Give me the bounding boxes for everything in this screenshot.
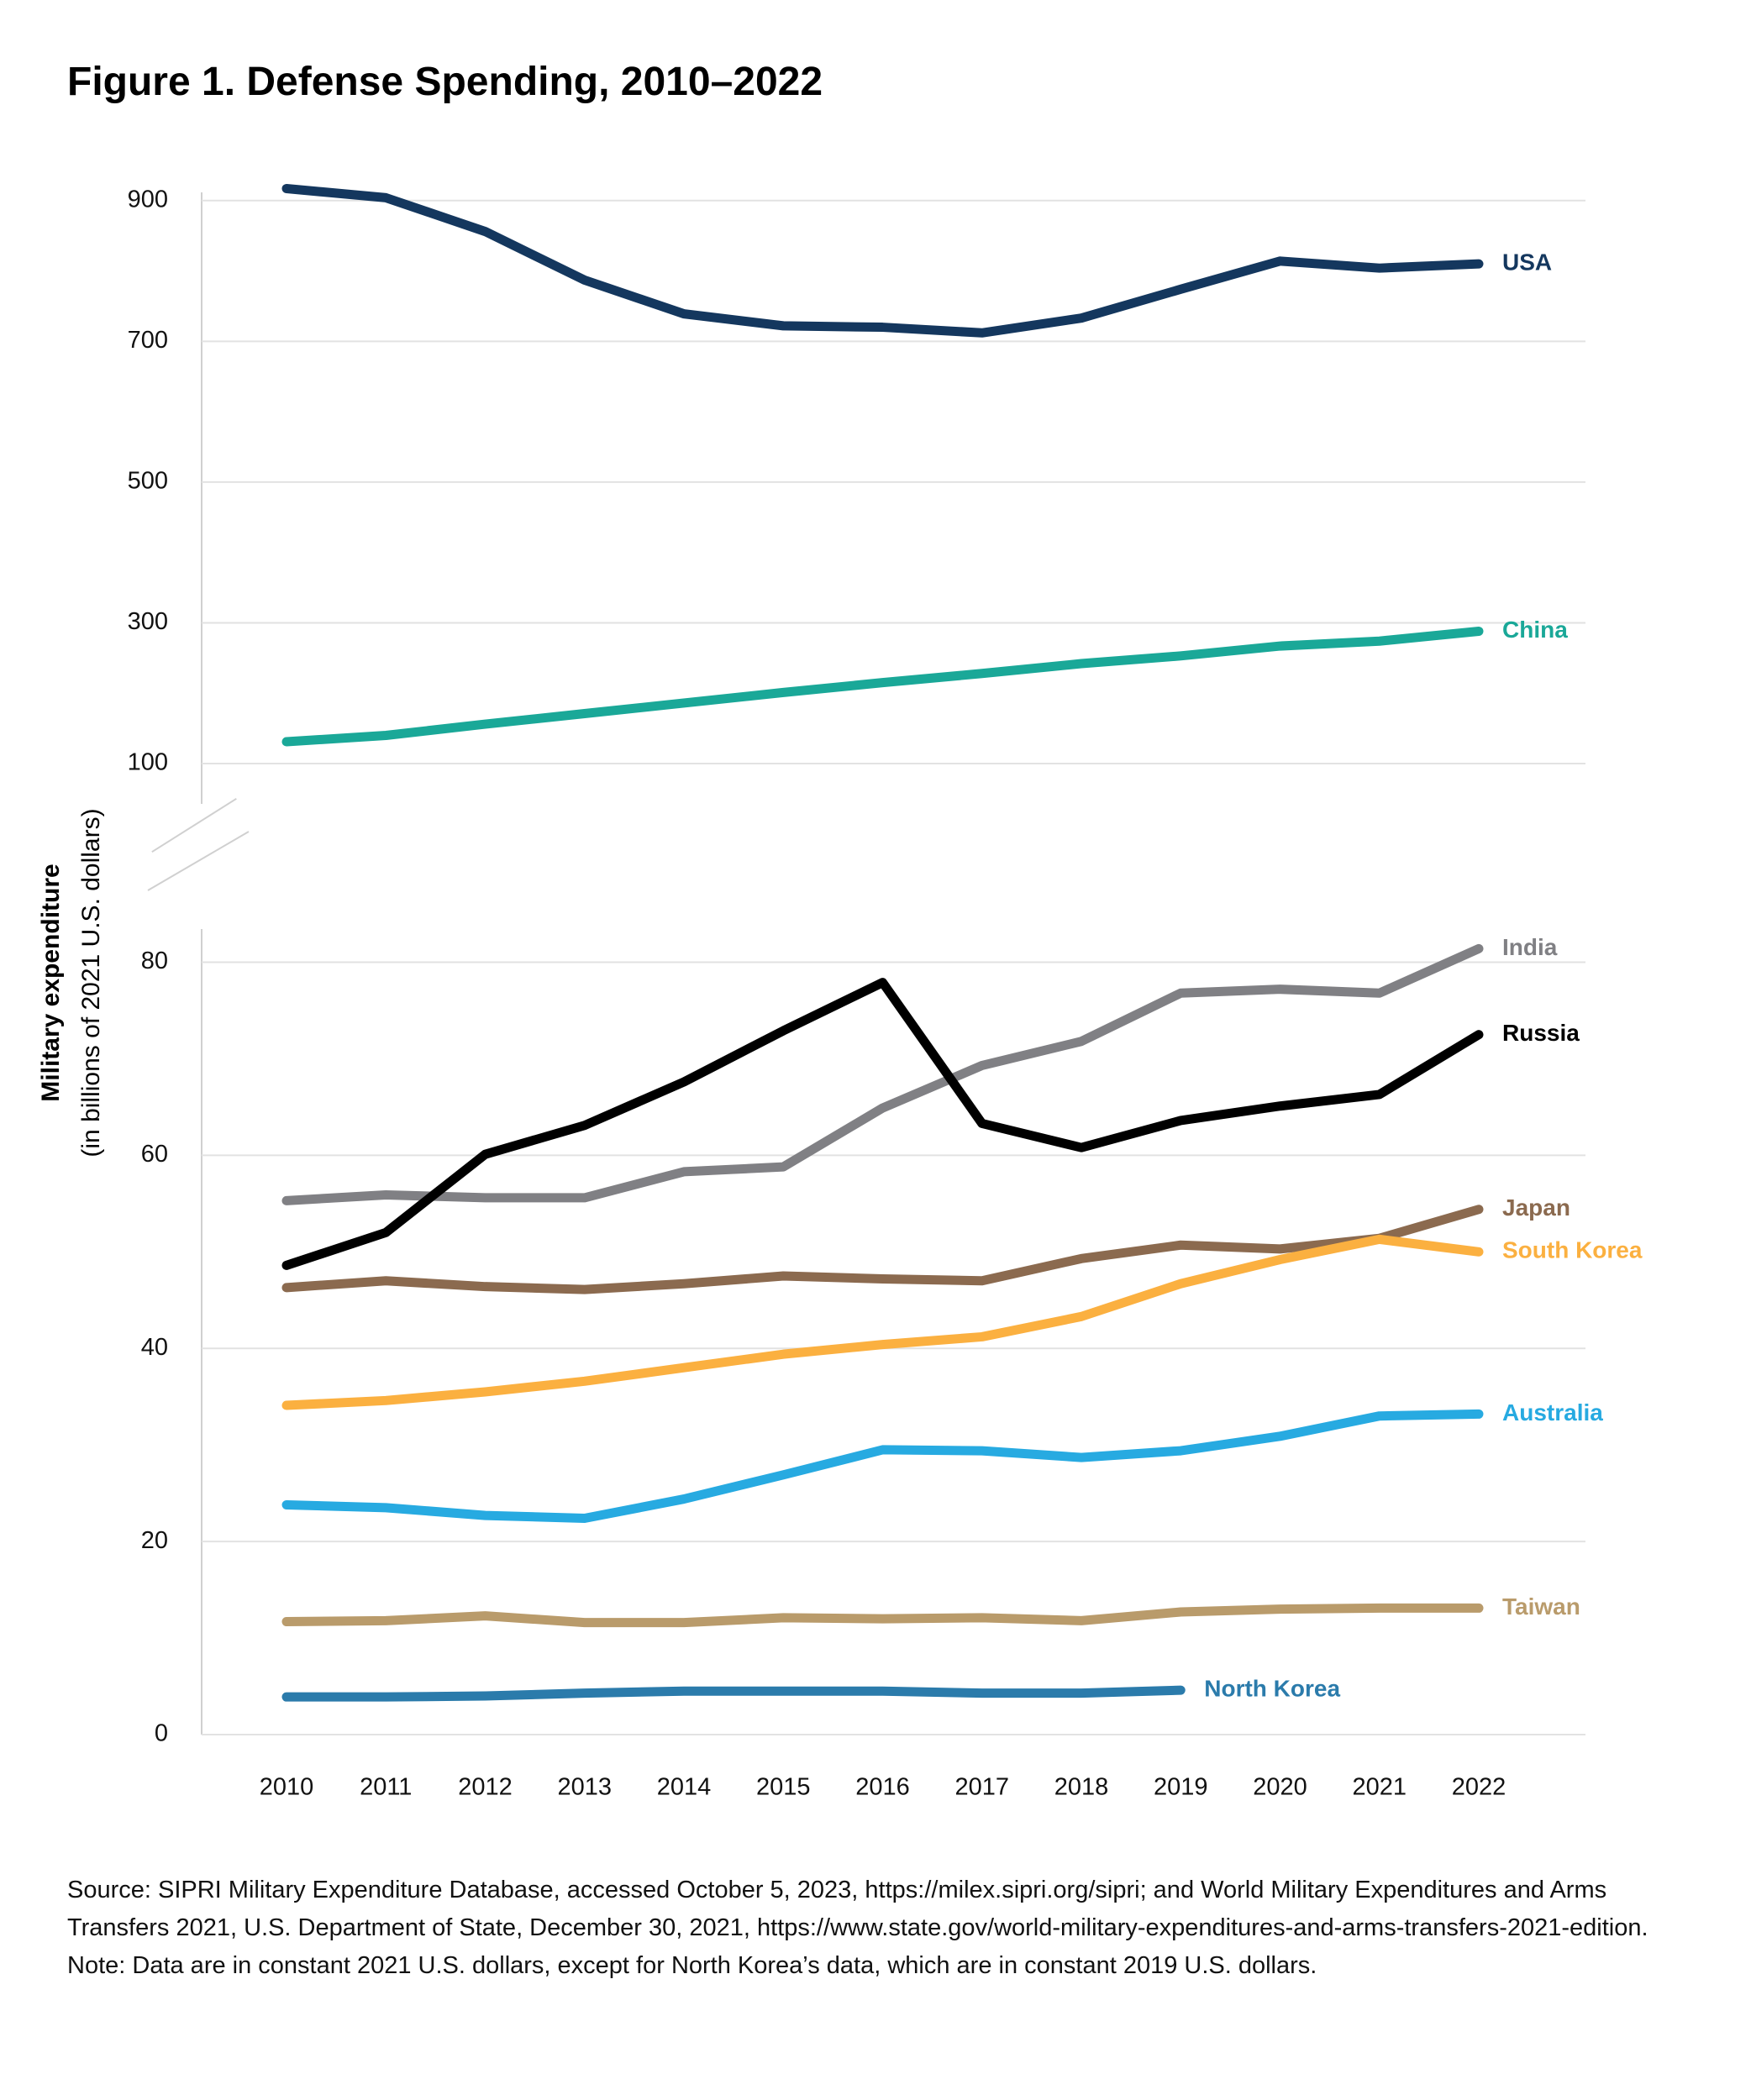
series-line (281, 626, 1484, 747)
series-label: North Korea (1204, 1676, 1340, 1702)
series-label: Taiwan (1502, 1593, 1580, 1620)
notes: Source: SIPRI Military Expenditure Datab… (67, 1872, 1714, 1985)
x-tick-label: 2014 (657, 1774, 712, 1801)
y-tick-label: 300 (128, 608, 168, 635)
y-tick-label: 40 (141, 1334, 168, 1361)
x-tick-label: 2020 (1253, 1774, 1307, 1801)
x-tick-label: 2013 (557, 1774, 612, 1801)
series-label: Japan (1502, 1194, 1570, 1221)
series-line (281, 1685, 1186, 1702)
y-tick-label: 700 (128, 327, 168, 354)
series-label: China (1502, 617, 1568, 643)
series-label: South Korea (1502, 1237, 1643, 1263)
y-tick-label: 0 (155, 1720, 168, 1747)
y-tick-label: 500 (128, 468, 168, 495)
x-tick-label: 2012 (458, 1774, 513, 1801)
series-line (281, 1603, 1484, 1628)
series-label: India (1502, 934, 1558, 960)
x-tick-label: 2010 (260, 1774, 314, 1801)
series-line (281, 978, 1484, 1270)
x-tick-label: 2018 (1054, 1774, 1109, 1801)
y-axis-title: Military expenditure (37, 864, 65, 1101)
y-axis-unit: (in billions of 2021 U.S. dollars) (77, 808, 105, 1157)
series-label: Australia (1502, 1399, 1603, 1425)
y-tick-label: 20 (141, 1527, 168, 1554)
chart-title: Figure 1. Defense Spending, 2010–2022 (67, 60, 823, 104)
series-label: USA (1502, 249, 1552, 276)
axis-break (147, 831, 250, 891)
x-tick-label: 2019 (1154, 1774, 1208, 1801)
x-tick-label: 2022 (1452, 1774, 1506, 1801)
note: Note: Data are in constant 2021 U.S. dol… (67, 1952, 1317, 1979)
source: Source: SIPRI Military Expenditure Datab… (67, 1877, 1648, 1941)
x-tick-label: 2011 (360, 1774, 412, 1801)
series-line (281, 1205, 1484, 1294)
series-line (281, 184, 1484, 338)
x-tick-label: 2017 (954, 1774, 1009, 1801)
y-tick-label: 900 (128, 186, 168, 213)
chart: Military expenditure (in billions of 202… (37, 184, 1643, 1801)
x-tick-label: 2016 (855, 1774, 910, 1801)
y-tick-label: 80 (141, 948, 168, 974)
y-tick-label: 100 (128, 749, 168, 776)
series-label: Russia (1502, 1020, 1580, 1046)
series-line (281, 1234, 1484, 1410)
series-line (281, 943, 1484, 1205)
y-tick-label: 60 (141, 1141, 168, 1168)
x-tick-label: 2015 (756, 1774, 811, 1801)
x-tick-label: 2021 (1352, 1774, 1407, 1801)
series-line (281, 1409, 1484, 1524)
axis-break (151, 797, 237, 853)
